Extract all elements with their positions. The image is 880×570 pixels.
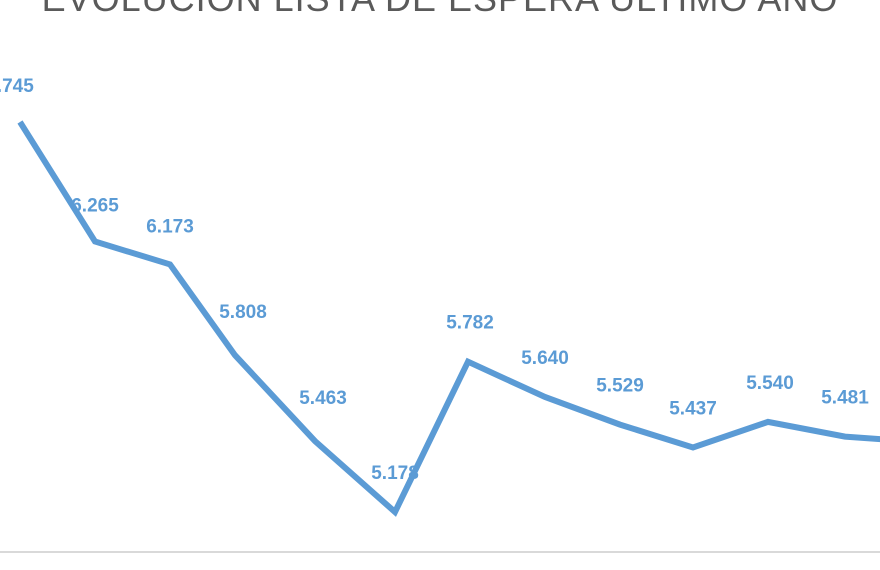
data-label: 5.808	[219, 302, 267, 323]
chart-title: EVOLUCIÓN LISTA DE ESPERA ÚLTIMO AÑO	[0, 0, 880, 20]
data-label: 5.540	[746, 373, 794, 394]
data-label: 5.640	[521, 348, 569, 369]
data-label: 5.529	[596, 376, 644, 397]
data-label: 5.178	[371, 463, 419, 484]
data-label: 5.481	[821, 388, 869, 409]
data-label: 5.782	[446, 313, 494, 334]
data-label: 6.173	[146, 216, 194, 237]
data-labels: 6.745 6.265 6.173 5.808 5.463 5.178 5.782 5.640…	[0, 76, 869, 484]
data-label: 5.463	[299, 388, 347, 409]
data-label: 6.745	[0, 76, 34, 97]
data-label: 6.265	[71, 196, 119, 217]
series-layer	[17, 120, 880, 517]
data-label: 5.437	[669, 399, 717, 420]
